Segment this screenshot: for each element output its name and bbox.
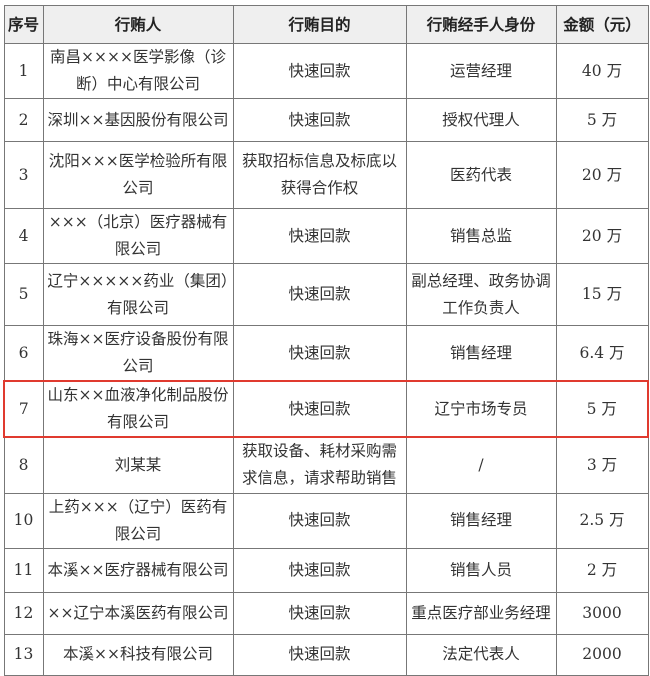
cell-no: 8 [3, 436, 44, 494]
cell-briber: ×××（北京）医疗器械有限公司 [42, 208, 234, 264]
cell-amount: 5 万 [555, 98, 649, 142]
cell-no: 6 [3, 325, 44, 382]
cell-no: 5 [3, 263, 44, 326]
cell-amount: 3000 [555, 591, 649, 635]
cell-handler: 法定代表人 [405, 633, 557, 676]
cell-purpose: 快速回款 [232, 43, 407, 99]
header-handler: 行贿经手人身份 [405, 5, 557, 44]
cell-handler: 运营经理 [405, 43, 557, 99]
cell-handler: 销售经理 [405, 492, 557, 549]
table-row: 12 ××辽宁本溪医药有限公司 快速回款 重点医疗部业务经理 3000 [3, 591, 649, 635]
cell-briber: 南昌××××医学影像（诊断）中心有限公司 [42, 43, 234, 99]
cell-no: 7 [3, 380, 44, 438]
cell-amount: 2000 [555, 633, 649, 676]
header-briber: 行贿人 [42, 5, 234, 44]
cell-briber: 上药×××（辽宁）医药有限公司 [42, 492, 234, 549]
cell-no: 3 [3, 141, 44, 209]
cell-amount: 20 万 [555, 208, 649, 264]
table-row: 4 ×××（北京）医疗器械有限公司 快速回款 销售总监 20 万 [3, 208, 649, 264]
table-row: 2 深圳××基因股份有限公司 快速回款 授权代理人 5 万 [3, 98, 649, 142]
cell-handler: 医药代表 [405, 141, 557, 209]
bribery-table: 序号 行贿人 行贿目的 行贿经手人身份 金额（元） 1 南昌××××医学影像（诊断… [3, 5, 649, 676]
cell-no: 11 [3, 547, 44, 593]
cell-purpose: 获取招标信息及标底以获得合作权 [232, 141, 407, 209]
cell-briber: 沈阳×××医学检验所有限公司 [42, 141, 234, 209]
table-row: 5 辽宁×××××药业（集团）有限公司 快速回款 副总经理、政务协调工作负责人 15 万 [3, 263, 649, 326]
cell-amount: 2 万 [555, 547, 649, 593]
cell-purpose: 快速回款 [232, 492, 407, 549]
cell-no: 10 [3, 492, 44, 549]
table-row: 10 上药×××（辽宁）医药有限公司 快速回款 销售经理 2.5 万 [3, 492, 649, 549]
header-row: 序号 行贿人 行贿目的 行贿经手人身份 金额（元） [3, 5, 649, 44]
cell-purpose: 快速回款 [232, 591, 407, 635]
cell-handler: 销售经理 [405, 325, 557, 382]
table-row: 13 本溪××科技有限公司 快速回款 法定代表人 2000 [3, 633, 649, 676]
header-purpose: 行贿目的 [232, 5, 407, 44]
cell-briber: 本溪××医疗器械有限公司 [42, 547, 234, 593]
cell-handler: / [405, 436, 557, 494]
cell-purpose: 快速回款 [232, 380, 407, 438]
cell-amount: 15 万 [555, 263, 649, 326]
table-row: 1 南昌××××医学影像（诊断）中心有限公司 快速回款 运营经理 40 万 [3, 43, 649, 99]
cell-amount: 6.4 万 [555, 325, 649, 382]
header-amount: 金额（元） [555, 5, 649, 44]
cell-no: 13 [3, 633, 44, 676]
cell-amount: 5 万 [555, 380, 649, 438]
cell-briber: 深圳××基因股份有限公司 [42, 98, 234, 142]
cell-amount: 3 万 [555, 436, 649, 494]
cell-briber: 山东××血液净化制品股份有限公司 [42, 380, 234, 438]
cell-handler: 授权代理人 [405, 98, 557, 142]
table-row: 7 山东××血液净化制品股份有限公司 快速回款 辽宁市场专员 5 万 [3, 380, 649, 438]
cell-no: 4 [3, 208, 44, 264]
cell-handler: 重点医疗部业务经理 [405, 591, 557, 635]
cell-purpose: 快速回款 [232, 263, 407, 326]
cell-briber: 珠海××医疗设备股份有限公司 [42, 325, 234, 382]
cell-purpose: 快速回款 [232, 208, 407, 264]
cell-purpose: 获取设备、耗材采购需求信息，请求帮助销售 [232, 436, 407, 494]
cell-amount: 40 万 [555, 43, 649, 99]
cell-no: 1 [3, 43, 44, 99]
cell-briber: ××辽宁本溪医药有限公司 [42, 591, 234, 635]
header-no: 序号 [3, 5, 44, 44]
cell-briber: 本溪××科技有限公司 [42, 633, 234, 676]
cell-handler: 销售人员 [405, 547, 557, 593]
cell-purpose: 快速回款 [232, 98, 407, 142]
cell-no: 12 [3, 591, 44, 635]
cell-handler: 副总经理、政务协调工作负责人 [405, 263, 557, 326]
cell-purpose: 快速回款 [232, 633, 407, 676]
cell-amount: 20 万 [555, 141, 649, 209]
table-row: 8 刘某某 获取设备、耗材采购需求信息，请求帮助销售/3 万 [3, 436, 649, 494]
table-row: 3 沈阳×××医学检验所有限公司 获取招标信息及标底以获得合作权 医药代表 20 万 [3, 141, 649, 209]
cell-handler: 销售总监 [405, 208, 557, 264]
table-row: 11 本溪××医疗器械有限公司 快速回款 销售人员 2 万 [3, 547, 649, 593]
cell-no: 2 [3, 98, 44, 142]
cell-briber: 辽宁×××××药业（集团）有限公司 [42, 263, 234, 326]
cell-amount: 2.5 万 [555, 492, 649, 549]
cell-purpose: 快速回款 [232, 325, 407, 382]
cell-briber: 刘某某 [42, 436, 234, 494]
cell-handler: 辽宁市场专员 [405, 380, 557, 438]
table-row: 6 珠海××医疗设备股份有限公司 快速回款 销售经理 6.4 万 [3, 325, 649, 382]
cell-purpose: 快速回款 [232, 547, 407, 593]
